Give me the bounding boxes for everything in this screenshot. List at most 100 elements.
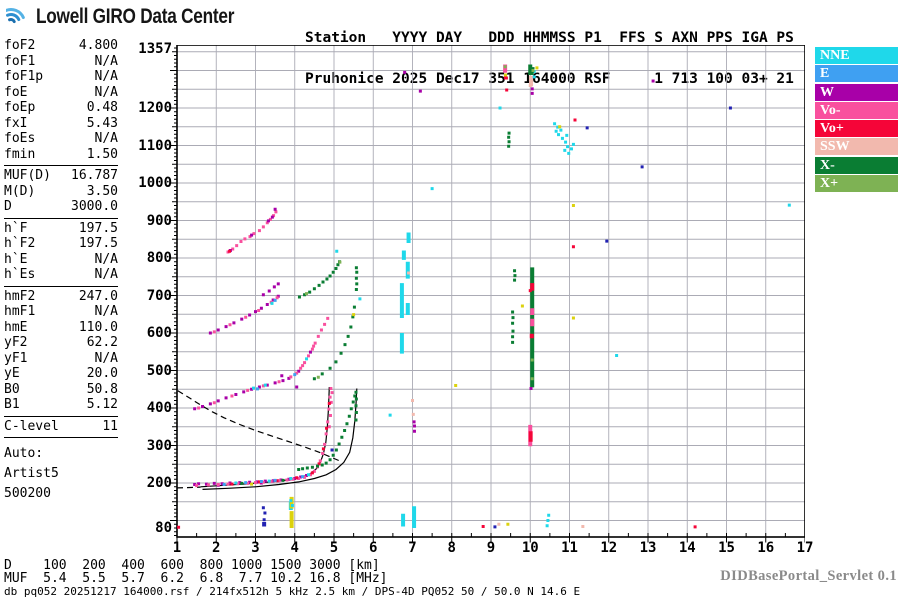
param-value: 197.5 — [78, 236, 118, 251]
param-label: h`Es — [4, 267, 36, 282]
echo-X-hop1-trace — [316, 464, 320, 468]
x-tick-label-1: 1 — [172, 540, 182, 556]
echo-F-hop4-Vo- — [235, 244, 239, 248]
echo-rfi-W — [530, 91, 534, 95]
param-row-MUF(D): MUF(D) 16.787 — [4, 168, 118, 184]
echo-X-hop2-trace — [312, 287, 316, 291]
echo-F-hop2-Vo- — [299, 366, 303, 370]
col-10MHz-green — [528, 64, 533, 75]
echo-rfi-Vo+ — [530, 283, 534, 287]
echo-F-hop4-Vo- — [265, 221, 269, 225]
echo-rfi-SSW — [528, 84, 532, 87]
echo-rfi-yellow — [520, 304, 524, 308]
echo-F-hop1-Vo- — [323, 442, 327, 446]
legend-item-SSW: SSW — [815, 138, 898, 156]
echo-rfi-NNE-cluster-11MHz — [569, 147, 573, 151]
echo-F-hop1-Vo+ — [275, 479, 279, 483]
echo-X-hop2-trace — [355, 282, 359, 286]
station-header: Station YYYY DAY DDD HHMMSS P1 FFS S AXN… — [305, 5, 794, 113]
echo-rfi-navy — [585, 126, 589, 130]
param-label: D — [4, 199, 12, 214]
echo-F-hop1-Vo- — [326, 420, 330, 424]
echo-F-hop3-W — [271, 298, 275, 302]
echo-F-hop3-W — [276, 282, 280, 286]
echo-X-hop2-trace — [320, 372, 324, 376]
x-tick-label-6: 6 — [369, 540, 378, 556]
x-tick-label-13: 13 — [639, 540, 657, 556]
echo-F-hop1-Vo- — [246, 481, 250, 485]
col-7MHz-cyan — [412, 506, 417, 528]
param-value: 4.800 — [78, 38, 118, 53]
echo-F-hop2-W — [265, 383, 269, 387]
echo-X-hop2-trace — [325, 277, 329, 281]
echo-F-hop3-Vo- — [228, 323, 232, 327]
param-group-4: C-level 11 — [4, 419, 118, 438]
echo-F-hop2-W — [280, 374, 284, 378]
echo-F-hop1-Vo+ — [230, 482, 234, 486]
x-tick-label-17: 17 — [796, 540, 814, 556]
echo-rfi-W — [418, 89, 422, 93]
echo-X-hop1-trace — [301, 467, 305, 471]
y-tick-label-900: 900 — [146, 212, 172, 229]
echo-F-hop1-Vo- — [308, 473, 312, 477]
param-row-fmin: fmin 1.50 — [4, 147, 118, 163]
echo-rfi-SSW — [497, 522, 501, 526]
echo-F-hop2-W — [257, 385, 261, 389]
echo-X-hop1-trace — [353, 394, 357, 398]
echo-F-hop1-Vo+ — [317, 462, 321, 466]
echo-rfi-yellow — [352, 313, 356, 317]
col-4MHz-yellow — [289, 496, 294, 509]
y-tick-label-700: 700 — [146, 287, 172, 304]
col-10MHz-pink — [530, 308, 535, 315]
echo-rfi-Vo+ — [693, 525, 697, 529]
echo-F-hop1-Vo- — [254, 481, 257, 485]
param-label: M(D) — [4, 183, 36, 199]
echo-green-dashes — [507, 144, 511, 148]
echo-F-hop1-Vo- — [328, 395, 332, 399]
plot-border — [176, 45, 805, 538]
echo-F-hop2-W — [297, 369, 301, 373]
echo-F-hop2-Vo- — [323, 322, 327, 326]
param-value: 1.50 — [86, 146, 118, 162]
echo-rfi-W — [529, 387, 533, 390]
param-value: 3.50 — [86, 183, 118, 199]
echo-rfi-NNE — [498, 106, 502, 110]
header-column-titles: Station YYYY DAY DDD HHMMSS P1 FFS S AXN… — [305, 30, 794, 46]
y-tick-label-1200: 1200 — [138, 100, 172, 116]
x-tick-label-2: 2 — [212, 540, 221, 556]
param-group-2: h`F 197.5 h`F2 197.5 h`E N/A h`Es N/A — [4, 221, 118, 287]
echo-F-hop2-Vo- — [289, 375, 293, 379]
echo-rfi-W — [403, 70, 407, 74]
echo-rfi-Vo+ — [504, 76, 508, 80]
y-tick-label-1100: 1100 — [138, 137, 172, 154]
echo-X-hop1-trace — [354, 404, 358, 408]
echo-X+-misc — [531, 69, 535, 72]
x-tick-label-7: 7 — [408, 540, 417, 556]
echo-F-hop1-Vo- — [226, 482, 230, 486]
legend-item-Vo-: Vo- — [815, 101, 898, 119]
echo-rfi-navy — [493, 525, 497, 529]
echo-rfi-NNE — [358, 297, 362, 301]
x-tick-label-16: 16 — [757, 540, 775, 556]
param-row-hmF2: hmF2 247.0 — [4, 289, 118, 305]
echo-green-dashes — [511, 340, 515, 344]
col-7MHz-cyan — [399, 283, 404, 318]
param-label: fmin — [4, 146, 36, 162]
param-group-0: foF2 4.800 foF1 N/A foF1p N/A foE N/A foEp 0.48 fx… — [4, 38, 118, 166]
echo-rfi-Vo+ — [177, 525, 181, 529]
echo-rfi-NNE — [545, 524, 549, 528]
param-value: N/A — [94, 350, 118, 366]
echo-rfi-NNE — [547, 513, 551, 517]
echo-F-hop3-Vo- — [212, 330, 216, 334]
echo-F-hop4-Vo- — [243, 237, 247, 241]
echo-rfi-yellow — [535, 66, 539, 70]
param-value: N/A — [94, 304, 118, 319]
echo-F-hop1-Vo- — [327, 425, 331, 429]
legend-item-W: W — [815, 83, 898, 101]
param-row-hmE: hmE 110.0 — [4, 320, 118, 336]
echo-F-hop1-Vo- — [285, 478, 289, 482]
echo-X-hop1-trace — [351, 400, 355, 404]
echo-F-hop1-X- — [240, 481, 244, 485]
echo-X-hop2-trace — [328, 366, 332, 370]
echo-rfi-W — [412, 420, 416, 424]
